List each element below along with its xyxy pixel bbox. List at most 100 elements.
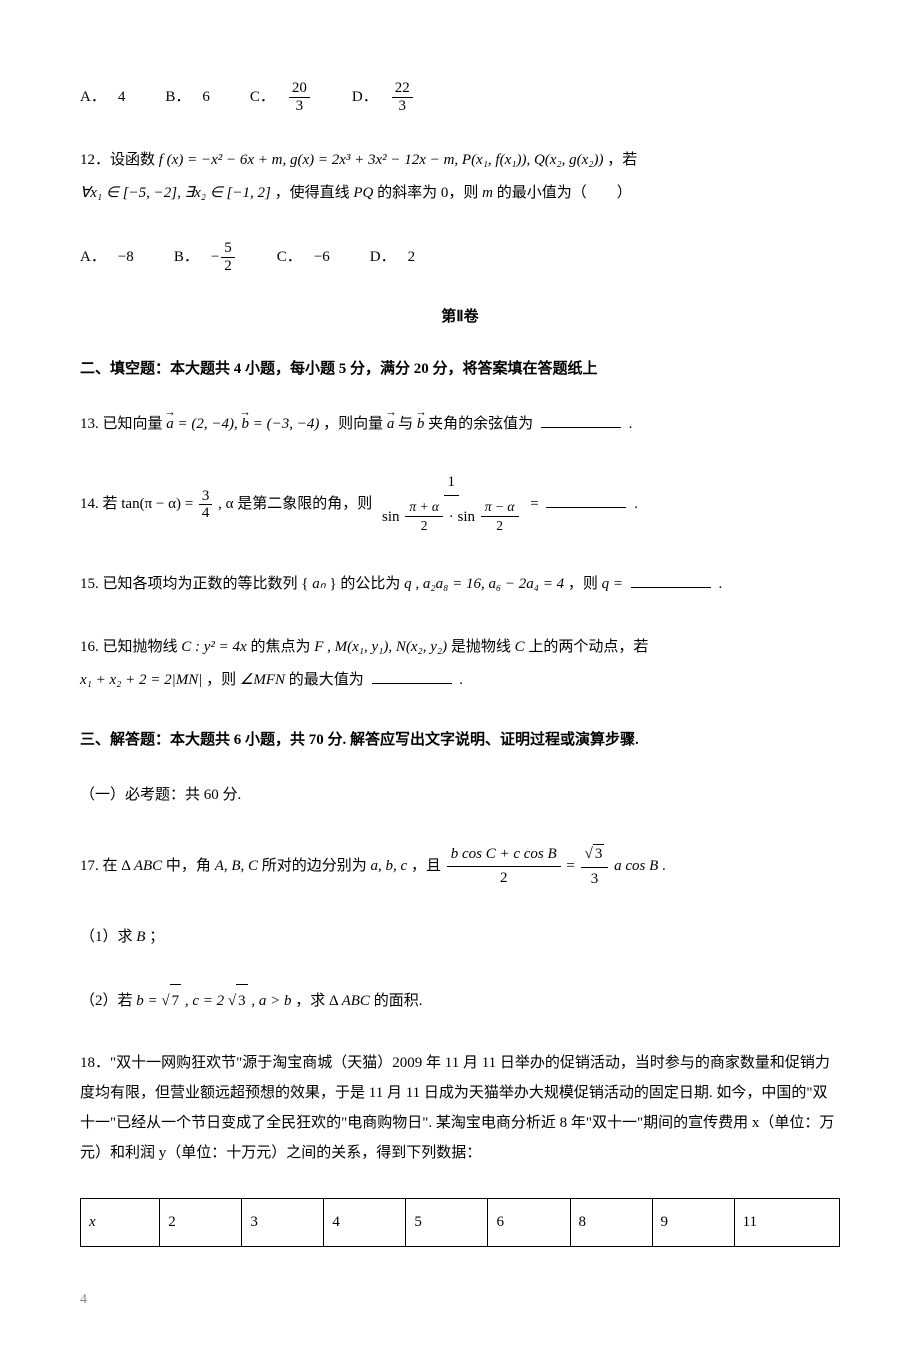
- q12-option-a-label: A．: [80, 244, 106, 271]
- q17-sub2: （2）若 b = √7 , c = 2 √3 , a > b ，求 Δ ABC …: [80, 984, 840, 1018]
- table-cell: 2: [160, 1199, 242, 1247]
- q12-line2-end: 的最小值为（ ）: [497, 185, 632, 201]
- q12-line2-pre: ∀x₁ ∈ [−5, −2], ∃x₂ ∈ [−1, 2]: [80, 185, 271, 201]
- q16-period: .: [459, 672, 463, 688]
- q15: 15. 已知各项均为正数的等比数列 { aₙ } 的公比为 q , a₂a₈ =…: [80, 568, 840, 601]
- table-cell: 6: [488, 1199, 570, 1247]
- option-b: B． 6: [165, 84, 210, 111]
- table-cell: 5: [406, 1199, 488, 1247]
- q13-suffix: 夹角的余弦值为: [428, 416, 533, 432]
- q12-option-a-value: −8: [118, 244, 134, 271]
- q17-b: B: [136, 929, 145, 945]
- q15-an: aₙ: [312, 576, 325, 592]
- q17-abc-lower: a, b, c: [371, 858, 408, 874]
- table-cell: 4: [324, 1199, 406, 1247]
- option-a-label: A．: [80, 84, 106, 111]
- solve-heading: 三、解答题：本大题共 6 小题，共 70 分. 解答应写出文字说明、证明过程或演…: [80, 727, 840, 754]
- table-cell: 11: [734, 1199, 839, 1247]
- q17-rhs-frac: √3 3: [581, 842, 609, 891]
- q14-period: .: [634, 496, 638, 512]
- q16-f: F: [314, 639, 323, 655]
- table-cell: 9: [652, 1199, 734, 1247]
- table-row: x 2 3 4 5 6 8 9 11: [81, 1199, 840, 1247]
- q17-eq: =: [566, 858, 578, 874]
- q12-option-b: B． − 5 2: [174, 240, 237, 274]
- q16-c-expr: C : y² = 4x: [181, 639, 246, 655]
- q12-option-a: A． −8: [80, 244, 134, 271]
- blank: [631, 573, 711, 588]
- q15-mid3: ，则: [568, 576, 602, 592]
- q15-period: .: [719, 576, 723, 592]
- q13-mid: ，则向量: [323, 416, 387, 432]
- q11-options: A． 4 B． 6 C． 20 3 D． 22 3: [80, 80, 840, 114]
- q15-q: q: [404, 576, 412, 592]
- q18-table: x 2 3 4 5 6 8 9 11: [80, 1198, 840, 1247]
- q15-eq: q =: [602, 576, 627, 592]
- q17-lhs: b cos C + c cos B 2: [447, 843, 561, 891]
- q17-sub2-cond: , a > b: [251, 993, 291, 1009]
- blank: [372, 669, 452, 684]
- q16-suffix: 的最大值为: [289, 672, 364, 688]
- blank: [541, 413, 621, 428]
- q13-b-val: = (−3, −4): [253, 416, 320, 432]
- q12-option-b-expr: − 5 2: [211, 240, 237, 274]
- q16: 16. 已知抛物线 C : y² = 4x 的焦点为 F , M(x₁, y₁)…: [80, 631, 840, 697]
- option-c-label: C．: [250, 84, 275, 111]
- q15-prefix: 15. 已知各项均为正数的等比数列 {: [80, 576, 308, 592]
- option-a: A． 4: [80, 84, 125, 111]
- q17-mid2: 所对的边分别为: [262, 858, 371, 874]
- q14-eq: =: [530, 496, 542, 512]
- q15-mid2: , a₂a₈ = 16, a₆ − 2a₄ = 4: [415, 576, 564, 592]
- q16-prefix: 16. 已知抛物线: [80, 639, 181, 655]
- q17-sub1-pre: （1）求: [80, 929, 136, 945]
- vector-a2: a: [387, 408, 395, 441]
- q15-mid1: } 的公比为: [329, 576, 404, 592]
- q13: 13. 已知向量 a = (2, −4), b = (−3, −4) ，则向量 …: [80, 408, 840, 441]
- q12-options: A． −8 B． − 5 2 C． −6 D． 2: [80, 240, 840, 274]
- section-2-title: 第Ⅱ卷: [80, 304, 840, 331]
- q13-prefix: 13. 已知向量: [80, 416, 166, 432]
- q17-abc: ABC: [134, 858, 162, 874]
- q12: 12．设函数 f (x) = −x² − 6x + m, g(x) = 2x³ …: [80, 144, 840, 210]
- q12-option-d: D． 2: [370, 244, 415, 271]
- q17-period: .: [662, 858, 666, 874]
- q17-sub1: （1）求 B ；: [80, 921, 840, 954]
- q14-frac: 3 4: [199, 488, 213, 522]
- q17-sub1-end: ；: [149, 929, 164, 945]
- q17-sub2-mid: ，求 Δ: [295, 993, 338, 1009]
- table-cell: 8: [570, 1199, 652, 1247]
- option-a-value: 4: [118, 84, 126, 111]
- q17-sub2-pre: （2）若: [80, 993, 136, 1009]
- vector-b2: b: [417, 408, 425, 441]
- option-d-label: D．: [352, 84, 378, 111]
- q12-option-c-label: C．: [277, 244, 302, 271]
- q17-sub2-abc: ABC: [342, 993, 370, 1009]
- q12-option-c: C． −6: [277, 244, 330, 271]
- q16-angle: ∠MFN: [240, 672, 285, 688]
- q16-mid2: , M(x₁, y₁), N(x₂, y₂): [327, 639, 447, 655]
- q16-c: C: [515, 639, 525, 655]
- blank: [546, 493, 626, 508]
- q12-option-d-label: D．: [370, 244, 396, 271]
- q12-line2-mid: ，使得直线: [275, 185, 354, 201]
- q17-sub2-b: b =: [136, 993, 161, 1009]
- q14-big-frac: 1 sin π + α 2 · sin π − α 2: [378, 471, 524, 538]
- q17-ABC: A, B, C: [215, 858, 258, 874]
- q13-period: .: [629, 416, 633, 432]
- table-cell: 3: [242, 1199, 324, 1247]
- q14-prefix: 14. 若 tan(π − α) =: [80, 496, 197, 512]
- q16-mid3: 是抛物线: [451, 639, 515, 655]
- q12-expr: f (x) = −x² − 6x + m, g(x) = 2x³ + 3x² −…: [159, 152, 604, 168]
- q17-rhs-suffix: a cos B: [614, 858, 658, 874]
- q17-mid3: ，且: [411, 858, 445, 874]
- q17-mid1: 中，角: [166, 858, 215, 874]
- q16-mid1: 的焦点为: [250, 639, 314, 655]
- q12-line2-post: 的斜率为 0，则: [377, 185, 482, 201]
- q14: 14. 若 tan(π − α) = 3 4 , α 是第二象限的角，则 1 s…: [80, 471, 840, 538]
- table-header-x: x: [81, 1199, 160, 1247]
- q12-prefix: 12．设函数: [80, 152, 159, 168]
- q17: 17. 在 Δ ABC 中，角 A, B, C 所对的边分别为 a, b, c …: [80, 842, 840, 891]
- q12-option-d-value: 2: [408, 244, 416, 271]
- q16-mid4: 上的两个动点，若: [528, 639, 648, 655]
- vector-b: b: [242, 408, 250, 441]
